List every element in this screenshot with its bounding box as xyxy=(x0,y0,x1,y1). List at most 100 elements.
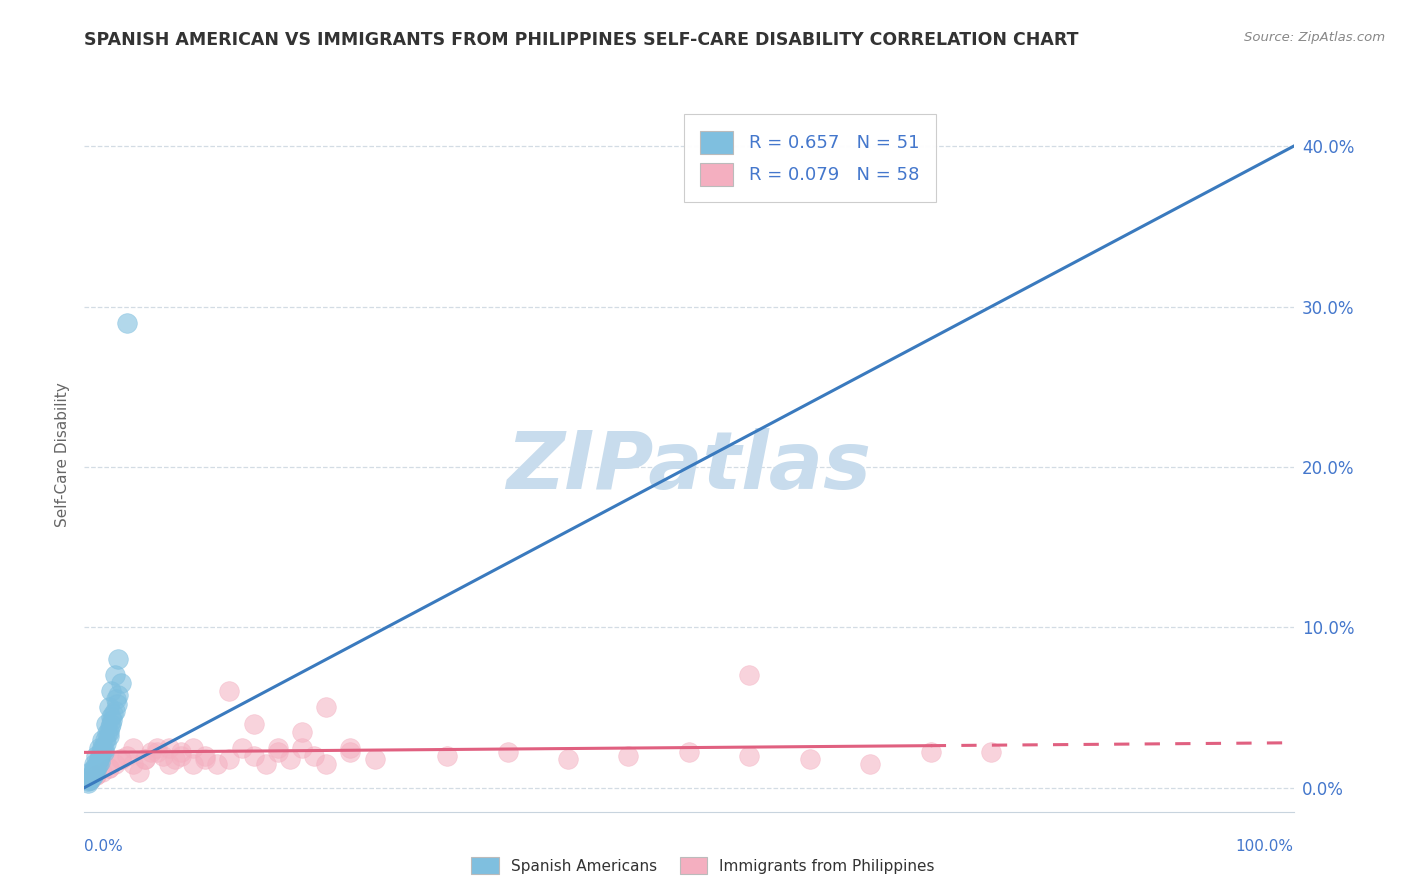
Point xyxy=(496,745,519,759)
Point xyxy=(87,740,110,755)
Point xyxy=(181,756,204,771)
Point xyxy=(103,706,125,721)
Point xyxy=(97,700,120,714)
Point xyxy=(181,740,204,755)
Point xyxy=(83,761,105,775)
Point xyxy=(93,742,115,756)
Point xyxy=(315,756,337,771)
Point xyxy=(83,764,105,779)
Point xyxy=(79,771,101,785)
Point xyxy=(146,740,169,755)
Point xyxy=(115,748,138,763)
Point xyxy=(152,748,174,763)
Point xyxy=(105,698,128,712)
Point xyxy=(139,745,162,759)
Point xyxy=(104,704,127,718)
Point xyxy=(339,745,361,759)
Text: ZIPatlas: ZIPatlas xyxy=(506,428,872,506)
Point xyxy=(738,668,761,682)
Point xyxy=(920,745,942,759)
Point xyxy=(82,768,104,782)
Point xyxy=(86,748,108,763)
Point xyxy=(79,772,101,787)
Point xyxy=(315,700,337,714)
Point xyxy=(678,745,700,759)
Point xyxy=(134,752,156,766)
Point xyxy=(163,752,186,766)
Text: Source: ZipAtlas.com: Source: ZipAtlas.com xyxy=(1244,31,1385,45)
Point xyxy=(86,761,108,775)
Point xyxy=(86,763,108,777)
Point xyxy=(86,758,108,772)
Point xyxy=(291,740,314,755)
Point xyxy=(115,316,138,330)
Point xyxy=(128,764,150,779)
Point xyxy=(207,756,229,771)
Point xyxy=(121,756,143,771)
Point xyxy=(104,756,127,771)
Point xyxy=(157,756,180,771)
Point xyxy=(157,740,180,755)
Point xyxy=(291,724,314,739)
Point xyxy=(94,732,117,747)
Point xyxy=(104,692,127,706)
Point xyxy=(100,716,122,731)
Point xyxy=(86,768,108,782)
Point xyxy=(84,760,107,774)
Point xyxy=(242,748,264,763)
Point xyxy=(170,745,193,759)
Point xyxy=(617,748,640,763)
Point xyxy=(170,748,193,763)
Text: SPANISH AMERICAN VS IMMIGRANTS FROM PHILIPPINES SELF-CARE DISABILITY CORRELATION: SPANISH AMERICAN VS IMMIGRANTS FROM PHIL… xyxy=(84,31,1078,49)
Point xyxy=(89,748,111,763)
Point xyxy=(82,769,104,783)
Point xyxy=(107,688,129,702)
Point xyxy=(91,745,114,759)
Point xyxy=(218,752,240,766)
Legend: R = 0.657   N = 51, R = 0.079   N = 58: R = 0.657 N = 51, R = 0.079 N = 58 xyxy=(683,114,936,202)
Point xyxy=(77,774,100,789)
Point xyxy=(738,748,761,763)
Point xyxy=(83,764,105,779)
Point xyxy=(104,668,127,682)
Point xyxy=(79,769,101,783)
Point xyxy=(859,756,882,771)
Point xyxy=(97,761,120,775)
Point xyxy=(90,744,112,758)
Point xyxy=(134,752,156,766)
Point xyxy=(278,752,301,766)
Point xyxy=(194,752,217,766)
Point xyxy=(267,740,290,755)
Point xyxy=(94,716,117,731)
Text: 100.0%: 100.0% xyxy=(1236,838,1294,854)
Point xyxy=(254,756,277,771)
Point xyxy=(79,772,101,787)
Point xyxy=(79,772,101,787)
Point xyxy=(110,752,132,766)
Point xyxy=(89,755,111,769)
Point xyxy=(339,740,361,755)
Point xyxy=(93,745,115,759)
Point xyxy=(799,752,821,766)
Y-axis label: Self-Care Disability: Self-Care Disability xyxy=(55,383,70,527)
Text: 0.0%: 0.0% xyxy=(84,838,124,854)
Point xyxy=(121,740,143,755)
Point xyxy=(86,768,108,782)
Point xyxy=(94,736,117,750)
Point xyxy=(91,740,114,755)
Point xyxy=(242,716,264,731)
Point xyxy=(96,726,118,740)
Point xyxy=(107,652,129,666)
Point xyxy=(557,752,579,766)
Point xyxy=(231,740,253,755)
Point xyxy=(80,768,103,782)
Point xyxy=(77,772,100,787)
Point xyxy=(97,761,120,775)
Point xyxy=(101,714,124,728)
Point xyxy=(91,732,114,747)
Point xyxy=(110,752,132,766)
Point xyxy=(363,752,385,766)
Point xyxy=(100,684,122,698)
Point xyxy=(146,745,169,759)
Point xyxy=(194,748,217,763)
